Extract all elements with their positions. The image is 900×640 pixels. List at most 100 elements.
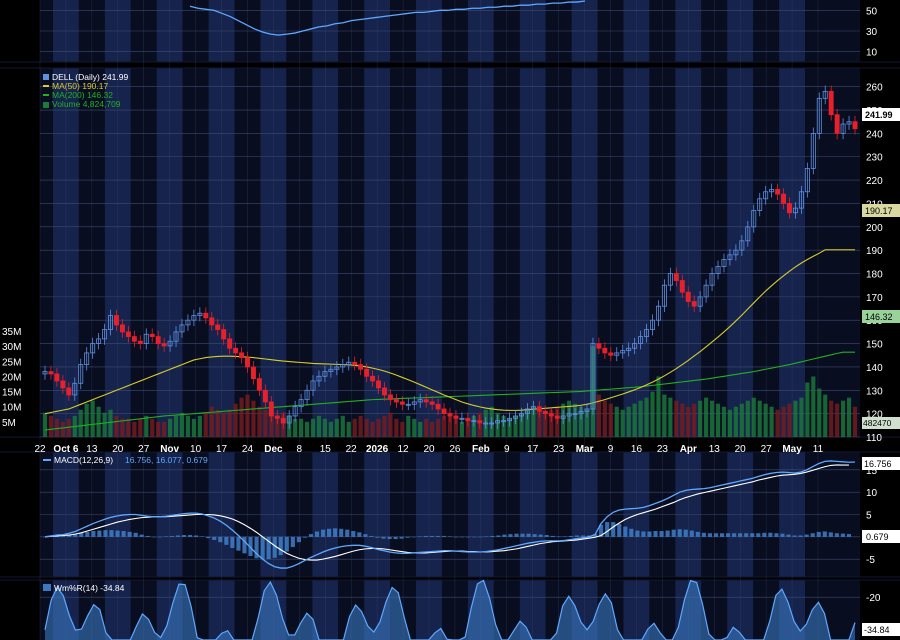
volume-bar: [388, 412, 393, 437]
volume-bar: [203, 412, 208, 437]
macd-histogram-bar: [157, 536, 162, 538]
volume-bar: [316, 415, 322, 437]
macd-histogram-bar: [327, 528, 332, 537]
candle-body: [548, 413, 554, 417]
volume-bar: [209, 406, 214, 437]
volume-bar: [191, 418, 196, 437]
ma200-tag-bg: [862, 310, 900, 323]
macd-histogram-bar: [520, 533, 525, 537]
candle-body: [781, 193, 786, 204]
candle-body: [810, 132, 816, 169]
candle-body: [209, 317, 215, 326]
candle-body: [256, 378, 262, 391]
volume-bar: [733, 406, 738, 437]
macd-histogram-bar: [351, 531, 356, 537]
macd-histogram-bar: [786, 534, 791, 537]
macd-histogram-bar: [206, 536, 211, 539]
macd-histogram-bar: [526, 533, 531, 537]
volume-bar: [364, 418, 369, 437]
x-tick-label: 27: [761, 444, 773, 455]
volume-bar: [799, 397, 804, 437]
macd-histogram-bar: [792, 535, 797, 537]
macd-histogram-bar: [756, 533, 761, 537]
volume-bar: [793, 400, 798, 437]
y-tick-label: 220: [866, 176, 883, 187]
candle-body: [119, 324, 125, 333]
macd-histogram-bar: [145, 535, 150, 537]
ma50-legend-swatch: [43, 85, 49, 87]
volume-bar: [465, 418, 470, 437]
macd-histogram-bar: [73, 534, 78, 537]
x-tick-label: May: [782, 444, 802, 455]
macd-histogram-bar: [42, 536, 48, 538]
wr-legend: Wm%R(14) -34.84: [43, 583, 125, 593]
x-tick-label: 8: [297, 444, 303, 455]
x-tick-label: 2026: [366, 444, 389, 455]
macd-histogram-bar: [478, 536, 483, 538]
candle-body: [798, 191, 804, 209]
y-tick-label: 110: [866, 433, 882, 444]
ma200-tag: 146.32: [865, 312, 893, 322]
macd-histogram-bar: [647, 531, 652, 537]
wr-tag: -34.84: [864, 625, 890, 635]
candle-body: [763, 191, 769, 200]
macd-histogram-bar: [387, 536, 392, 540]
macd-histogram-bar: [738, 533, 743, 537]
ma200-legend-label: MA(200) 146.32: [52, 90, 113, 100]
candle-body: [268, 401, 274, 417]
volume-bar: [42, 412, 48, 437]
volume-bar: [513, 415, 518, 437]
ma50-legend-label: MA(50) 190.17: [52, 81, 108, 91]
macd-histogram-bar: [224, 536, 229, 545]
candle-body: [185, 319, 191, 326]
y-tick-label: 240: [866, 129, 883, 140]
macd-histogram-bar: [212, 536, 217, 540]
macd-histogram-bar: [103, 530, 108, 537]
macd-histogram-bar: [677, 529, 682, 537]
volume-bar: [745, 400, 750, 437]
candle-body: [745, 226, 751, 242]
candle-body: [501, 420, 507, 423]
candle-body: [483, 422, 489, 425]
macd-histogram-bar: [580, 535, 586, 537]
candle-body: [370, 375, 376, 382]
macd-histogram-bar: [296, 536, 301, 543]
volume-bar: [424, 418, 429, 437]
volume-bar: [48, 415, 54, 437]
candle-body: [578, 410, 584, 415]
macd-histogram-bar: [701, 532, 706, 537]
macd-histogram-bar: [393, 536, 398, 540]
macd-histogram-bar: [466, 536, 471, 538]
macd-histogram-bar: [181, 535, 187, 537]
volume-bar: [608, 403, 613, 437]
volume-bar: [144, 415, 149, 437]
volume-bar: [507, 418, 512, 437]
candle-body: [316, 375, 322, 382]
candle-body: [685, 291, 691, 302]
volume-bar: [102, 412, 107, 437]
x-tick-label: 24: [242, 444, 254, 455]
candle-body: [262, 389, 268, 403]
macd-histogram-bar: [429, 535, 434, 537]
volume-bar: [757, 400, 762, 437]
candle-body: [572, 413, 578, 416]
candle-body: [519, 413, 524, 417]
candle-body: [173, 331, 179, 342]
macd-legend-label: MACD(12,26,9): [54, 455, 113, 465]
macd-histogram-bar: [121, 531, 126, 537]
volume-bar: [275, 415, 280, 437]
macd-histogram-bar: [194, 535, 199, 537]
macd-histogram-bar: [653, 531, 658, 537]
candle-body: [239, 352, 245, 358]
volume-bar: [787, 403, 792, 437]
candle-body: [709, 273, 715, 286]
macd-histogram-bar: [188, 535, 193, 537]
y-tick-label: 230: [866, 153, 883, 164]
volume-bar: [370, 421, 375, 437]
volume-bar: [78, 409, 83, 437]
volume-bar: [400, 421, 405, 437]
x-tick-label: 20: [112, 444, 124, 455]
axes: 22 Oct 6 13 20 27 Nov 10 17 24 Dec 8 15 22 2026 12 20 26…: [2, 6, 883, 604]
candle-body: [513, 415, 518, 419]
macd-histogram-bar: [599, 524, 604, 537]
